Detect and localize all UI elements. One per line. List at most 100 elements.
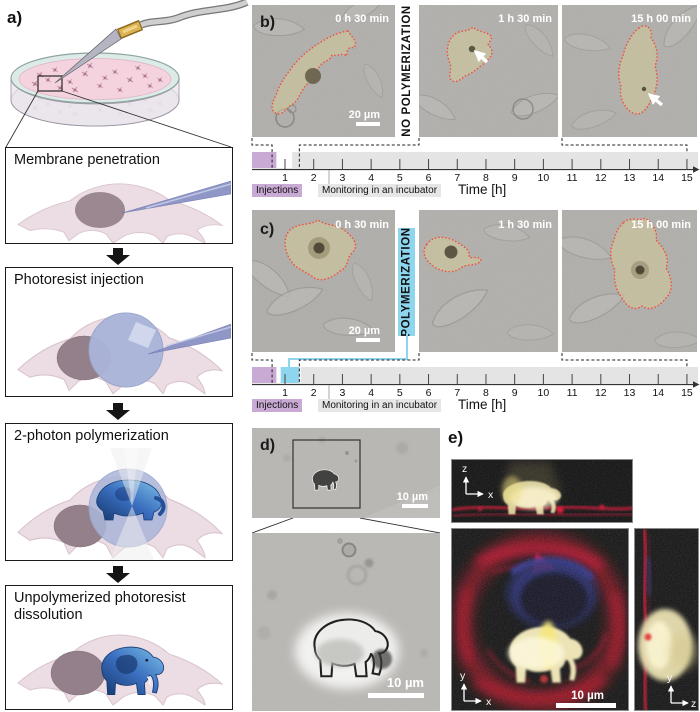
axis-label-z: z: [462, 463, 467, 475]
svg-text:5: 5: [397, 387, 403, 399]
step-box-membrane-penetration: Membrane penetration: [5, 147, 233, 244]
svg-text:10: 10: [538, 172, 550, 184]
micrograph-d-zoom: 10 µm: [252, 533, 440, 711]
timestamp: 15 h 00 min: [631, 219, 691, 231]
petri-dish-illustration: [5, 0, 249, 148]
svg-text:12: 12: [595, 387, 607, 399]
timestamp: 0 h 30 min: [335, 219, 389, 231]
scale-bar-label: 10 µm: [571, 690, 604, 702]
fluorescence-yz-view: y z: [634, 528, 699, 711]
svg-text:10: 10: [538, 387, 550, 399]
axis-label-x: x: [488, 489, 494, 501]
step-label: Unpolymerized photoresist dissolution: [14, 590, 186, 624]
membrane-penetration-art: [17, 180, 231, 243]
fluorescence-yx-view: y x 10 µm: [451, 528, 629, 711]
svg-text:2: 2: [311, 387, 317, 399]
svg-text:6: 6: [426, 387, 432, 399]
timestamp: 1 h 30 min: [498, 219, 552, 231]
axis-label-z: z: [691, 698, 696, 710]
svg-text:4: 4: [368, 172, 374, 184]
micrograph-c-15h00: 15 h 00 min: [562, 210, 697, 352]
step-box-2-photon-polymerization: 2-photon polymerization: [5, 423, 233, 561]
injections-label: Injections: [252, 399, 303, 412]
panel-c-label: c): [260, 221, 274, 238]
svg-text:14: 14: [652, 172, 664, 184]
step-label: 2-photon polymerization: [14, 428, 169, 444]
svg-text:13: 13: [624, 387, 636, 399]
svg-text:9: 9: [512, 387, 518, 399]
svg-text:13: 13: [624, 172, 636, 184]
svg-text:11: 11: [567, 172, 578, 184]
micrograph-b-15h00: 15 h 00 min: [562, 5, 697, 137]
svg-text:15: 15: [681, 387, 693, 399]
monitoring-label: Monitoring in an incubator: [318, 184, 442, 197]
dish-zoom-rect: [37, 75, 63, 92]
panel-e-label: e): [448, 428, 464, 447]
micrograph-b-0h30: b) 0 h 30 min 20 µm: [252, 5, 395, 137]
timeline-c-axis: 1 2 3 4 5 6 7 8 9 10 11 12 13 14 15: [251, 353, 700, 400]
down-arrow-icon: [106, 403, 130, 420]
scale-bar-label: 20 µm: [349, 109, 381, 121]
panel-a-label: a): [7, 8, 23, 27]
axis-indicator-zx: z x: [462, 463, 494, 501]
axis-label-x: x: [486, 696, 492, 708]
micropipette: [121, 180, 231, 214]
polymerization-connector-line: [288, 333, 408, 371]
timeline-b: 1 2 3 4 5 6 7 8 9 10 11 12 13 14 15 Injections Monitor…: [250, 138, 700, 200]
scale-bar-label: 20 µm: [349, 325, 381, 337]
timeline-b-axis: 1 2 3 4 5 6 7 8 9 10 11 12 13 14 15: [251, 138, 700, 185]
timeline-c: 1 2 3 4 5 6 7 8 9 10 11 12 13 14 15 Injections Monitor…: [250, 353, 700, 415]
svg-text:7: 7: [454, 172, 460, 184]
down-arrow-icon: [106, 248, 130, 265]
scale-bar-label: 10 µm: [397, 491, 429, 503]
polymerized-elephant-lying: [96, 479, 166, 521]
step-label: Membrane penetration: [14, 152, 160, 168]
scale-bar: [356, 338, 380, 342]
micrograph-d-overview: d) 10 µm: [252, 428, 440, 518]
condition-label-no-polymerization: NO POLYMERIZATION: [401, 5, 414, 137]
step-box-photoresist-dissolution: Unpolymerized photoresist dissolution: [5, 585, 233, 710]
timestamp: 15 h 00 min: [631, 13, 691, 25]
time-axis-label: Time [h]: [458, 397, 507, 412]
scale-bar: [402, 504, 428, 508]
svg-text:9: 9: [512, 172, 518, 184]
elephant-microstructure: [101, 646, 165, 695]
photoresist-injection-art: [17, 312, 231, 395]
zoom-connector-lines: [251, 518, 441, 533]
monitoring-label: Monitoring in an incubator: [318, 399, 442, 412]
svg-text:4: 4: [368, 387, 374, 399]
step-box-photoresist-injection: Photoresist injection: [5, 267, 233, 397]
svg-text:14: 14: [652, 387, 664, 399]
axis-label-y: y: [460, 670, 466, 682]
svg-text:5: 5: [397, 172, 403, 184]
svg-text:7: 7: [454, 387, 460, 399]
micrograph-b-1h30: 1 h 30 min: [419, 5, 558, 137]
injection-needle: [54, 0, 249, 84]
scale-bar: [556, 703, 616, 708]
laser-cone: [110, 448, 152, 506]
svg-text:12: 12: [595, 172, 607, 184]
scale-bar: [368, 693, 424, 698]
injections-label: Injections: [252, 184, 303, 197]
down-arrow-icon: [106, 566, 130, 583]
svg-text:8: 8: [483, 387, 489, 399]
dish-cells: [31, 62, 164, 93]
svg-text:1: 1: [282, 387, 288, 399]
time-axis-label: Time [h]: [458, 182, 507, 197]
timestamp: 1 h 30 min: [498, 13, 552, 25]
axis-indicator-yz: y z: [667, 672, 696, 710]
two-photon-polymerization-art: [17, 448, 223, 560]
condition-label-polymerization: POLYMERIZATION: [398, 227, 415, 337]
fluorescence-zx-view: z x: [451, 459, 633, 523]
axis-label-y: y: [667, 672, 673, 684]
axis-indicator-yx: y x: [460, 670, 492, 708]
svg-text:1: 1: [282, 172, 288, 184]
micrograph-c-1h30: 1 h 30 min: [419, 210, 558, 352]
scale-bar-label: 10 µm: [387, 675, 424, 690]
panel-b-label: b): [260, 14, 275, 31]
svg-text:3: 3: [339, 172, 345, 184]
photoresist-droplet: [88, 312, 164, 388]
svg-text:15: 15: [681, 172, 693, 184]
timestamp: 0 h 30 min: [335, 13, 389, 25]
svg-text:2: 2: [311, 172, 317, 184]
